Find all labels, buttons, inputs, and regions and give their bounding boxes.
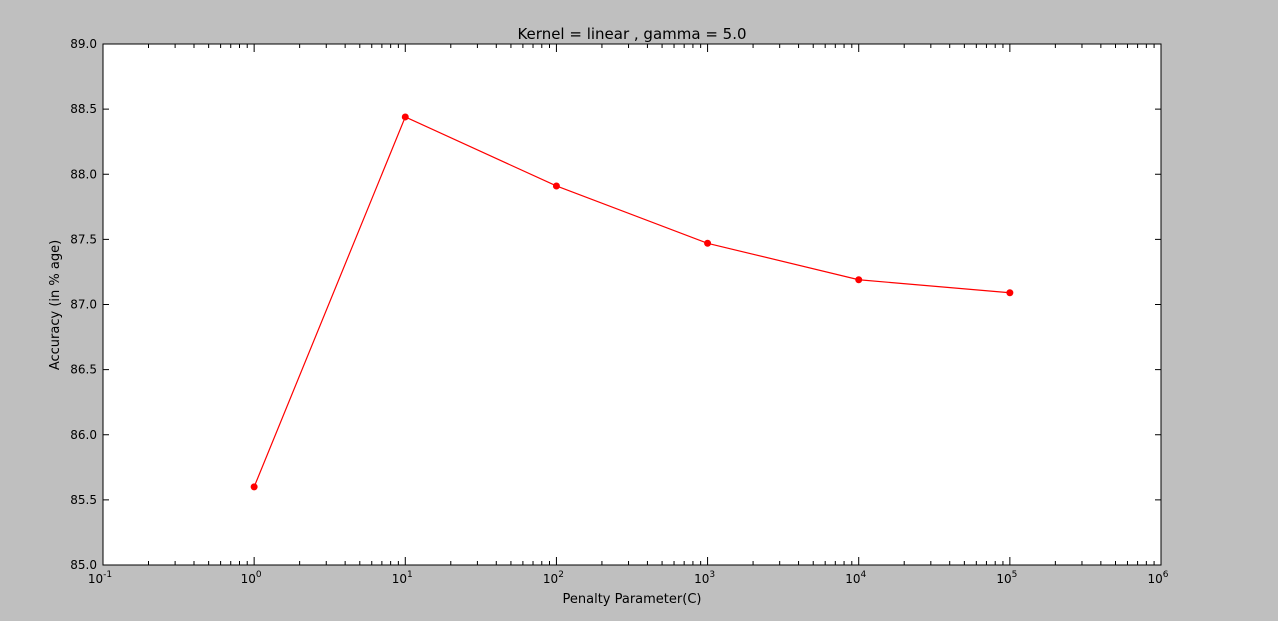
tick-labels: 85.085.586.086.587.087.588.088.589.010-1… xyxy=(70,37,1168,586)
x-tick-exponent: 3 xyxy=(709,570,715,580)
x-tick-base: 10 xyxy=(543,572,558,586)
x-tick-label: 106 xyxy=(1147,570,1168,586)
series-layer xyxy=(250,113,1014,491)
x-tick-label: 105 xyxy=(996,570,1017,586)
x-tick-base: 10 xyxy=(392,572,407,586)
x-tick-exponent: 2 xyxy=(558,570,564,580)
x-tick-label: 102 xyxy=(543,570,564,586)
data-point xyxy=(552,182,560,190)
chart-title: Kernel = linear , gamma = 5.0 xyxy=(517,25,746,43)
x-tick-exponent: -1 xyxy=(103,570,112,580)
y-tick-label: 88.0 xyxy=(70,167,97,181)
x-tick-base: 10 xyxy=(845,572,860,586)
x-tick-label: 101 xyxy=(392,570,413,586)
data-point xyxy=(704,239,712,247)
y-axis-label: Accuracy (in % age) xyxy=(48,240,63,370)
x-tick-base: 10 xyxy=(88,572,103,586)
x-tick-label: 104 xyxy=(845,570,866,586)
x-tick-base: 10 xyxy=(996,572,1011,586)
series-line xyxy=(253,116,1010,488)
data-point xyxy=(855,276,863,284)
x-tick-exponent: 4 xyxy=(860,570,866,580)
y-tick-label: 86.5 xyxy=(70,363,97,377)
y-tick-label: 87.0 xyxy=(70,298,97,312)
y-tick-label: 85.5 xyxy=(70,493,97,507)
y-tick-label: 88.5 xyxy=(70,102,97,116)
y-tick-label: 86.0 xyxy=(70,428,97,442)
x-tick-base: 10 xyxy=(1147,572,1162,586)
data-point xyxy=(1006,289,1014,297)
plot-area xyxy=(103,44,1161,565)
x-tick-base: 10 xyxy=(241,572,256,586)
plot-frame xyxy=(102,43,1162,566)
x-tick-exponent: 6 xyxy=(1163,570,1169,580)
x-tick-base: 10 xyxy=(694,572,709,586)
x-tick-exponent: 1 xyxy=(407,570,413,580)
y-tick-label: 87.5 xyxy=(70,232,97,246)
x-tick-label: 100 xyxy=(241,570,262,586)
x-tick-exponent: 5 xyxy=(1012,570,1018,580)
y-tick-label: 85.0 xyxy=(70,558,97,572)
x-tick-exponent: 0 xyxy=(256,570,262,580)
data-point xyxy=(250,483,258,491)
x-tick-label: 10-1 xyxy=(88,570,112,586)
x-axis-label: Penalty Parameter(C) xyxy=(563,592,702,607)
x-tick-label: 103 xyxy=(694,570,715,586)
y-tick-label: 89.0 xyxy=(70,37,97,51)
data-point xyxy=(401,113,409,121)
